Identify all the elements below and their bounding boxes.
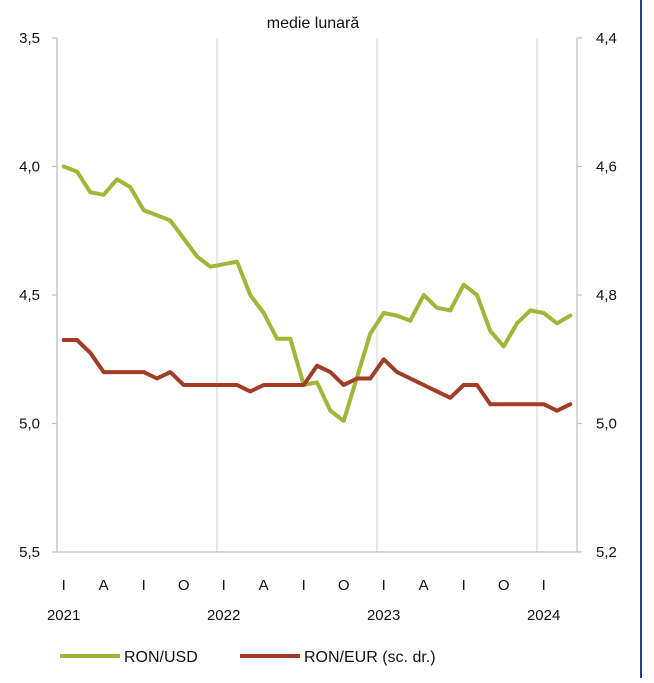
axes-layer: [52, 37, 582, 553]
chart-svg: medie lunară 3,5 4,0 4,5 5,0 5,5 4,4 4,6 4,8 5,0…: [19, 15, 617, 666]
legend-label-ron-usd: RON/USD: [124, 649, 198, 666]
x-tick-label: A: [259, 577, 269, 594]
grid-layer: [56, 38, 538, 552]
x-tick-label: O: [498, 577, 510, 594]
x-tick-label: I: [462, 577, 466, 594]
y-right-tick-label: 5,2: [596, 544, 617, 561]
x-tick-label: O: [338, 577, 350, 594]
x-tick-label: I: [302, 577, 306, 594]
series-line-ron-usd: [61, 164, 573, 423]
y-right-tick-label: 4,4: [596, 30, 617, 47]
x-year-label: 2023: [367, 607, 400, 624]
x-tick-label: O: [178, 577, 190, 594]
legend: RON/USD RON/EUR (sc. dr.): [60, 649, 436, 666]
x-tick-label: I: [142, 577, 146, 594]
y-right-tick-label: 5,0: [596, 416, 617, 433]
y-left-tick-label: 5,0: [19, 416, 40, 433]
y-right-tick-label: 4,6: [596, 159, 617, 176]
series-layer: [61, 164, 573, 423]
x-tick-label: I: [222, 577, 226, 594]
y-left-tick-label: 4,5: [19, 287, 40, 304]
x-year-label: 2022: [207, 607, 240, 624]
x-tick-label: I: [542, 577, 546, 594]
legend-label-ron-eur: RON/EUR (sc. dr.): [304, 649, 436, 666]
chart-title: medie lunară: [267, 15, 360, 32]
x-tick-label: I: [62, 577, 66, 594]
y-right-tick-label: 4,8: [596, 287, 617, 304]
x-year-label: 2021: [47, 607, 80, 624]
x-year-label: 2024: [527, 607, 560, 624]
x-tick-label: A: [99, 577, 109, 594]
x-tick-label: I: [382, 577, 386, 594]
labels-layer: 3,5 4,0 4,5 5,0 5,5 4,4 4,6 4,8 5,0 5,2 I A I O I A I O I A…: [19, 30, 617, 624]
y-left-tick-label: 4,0: [19, 159, 40, 176]
x-tick-label: A: [419, 577, 429, 594]
y-left-tick-label: 3,5: [19, 30, 40, 47]
frame-border-right: [640, 0, 642, 678]
y-left-tick-label: 5,5: [19, 544, 40, 561]
series-line-ron-eur: [61, 338, 573, 413]
